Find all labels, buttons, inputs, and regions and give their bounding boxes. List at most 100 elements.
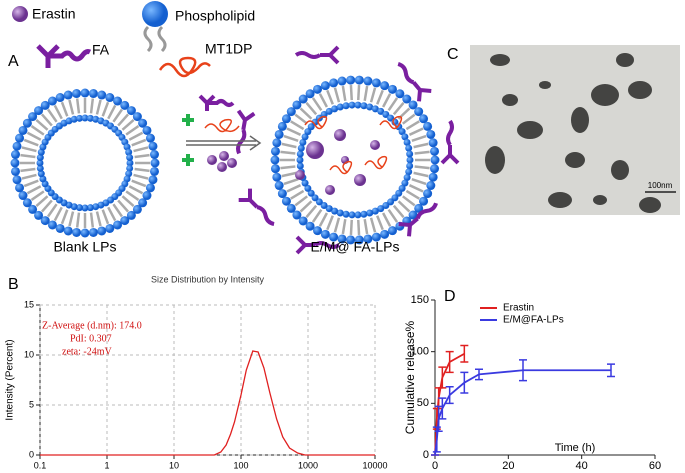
erastin	[306, 141, 324, 159]
lipid-head	[371, 207, 379, 215]
lipid-head	[336, 103, 344, 111]
x-tick-label: 0	[432, 460, 438, 472]
plus-sign	[182, 114, 194, 166]
lipid-tail	[357, 85, 361, 101]
lipid-tail	[30, 125, 45, 136]
lipid-tail	[134, 167, 150, 173]
lipid-tail	[35, 118, 49, 131]
lipid-head	[92, 203, 100, 211]
lipid-head	[296, 156, 304, 164]
lipid-head	[126, 106, 136, 116]
lipid-tail	[382, 93, 392, 108]
lipid-head	[36, 164, 44, 172]
y-axis-label: Intensity (Percent)	[5, 339, 16, 420]
y-tick-label: 50	[417, 397, 429, 409]
lipid-head	[419, 196, 429, 206]
lipid-head	[354, 211, 362, 219]
lipid-tail	[35, 195, 49, 208]
lipid-head	[305, 221, 315, 231]
lipid-tail	[125, 125, 140, 136]
lipid-head	[28, 204, 38, 214]
lipid-tail	[341, 85, 347, 101]
lipid-head	[403, 138, 411, 146]
lipid-head	[22, 118, 32, 128]
lipid-head	[34, 106, 44, 116]
lipid-tail	[40, 199, 53, 213]
lipid-tail	[26, 131, 42, 141]
mt1dp-icon	[204, 118, 240, 133]
lipid-head	[138, 118, 148, 128]
legend-text: Phospholipid	[175, 8, 255, 24]
lipid-head	[325, 205, 333, 213]
lipid-tail	[411, 177, 427, 186]
lipid-head	[337, 234, 347, 244]
lipid-tail	[411, 134, 427, 143]
lipid-head	[10, 158, 20, 168]
lipid-head	[72, 89, 82, 99]
lipid-head	[40, 216, 50, 226]
lipid-tail	[333, 217, 341, 233]
lipid-head	[113, 96, 123, 106]
lipid-head	[405, 168, 413, 176]
annotation: Z-Average (d.nm): 174.0	[42, 320, 142, 331]
lipid-head	[11, 150, 21, 160]
lipid-tail	[89, 212, 95, 228]
lipid-head	[346, 75, 356, 85]
lipid-head	[120, 100, 130, 110]
fa-ligand	[440, 119, 460, 165]
lipid-head	[336, 209, 344, 217]
error-bar	[445, 386, 454, 405]
y-tick-label: 5	[29, 399, 34, 409]
lipid-tail	[101, 209, 110, 225]
lipid-head	[142, 191, 152, 201]
lipid-head	[395, 123, 403, 131]
lipid-tail	[341, 219, 347, 235]
lipid-head	[398, 184, 406, 192]
lipid-head	[15, 133, 25, 143]
lipid-head	[380, 229, 390, 239]
lipid-tail	[369, 217, 377, 233]
fa-icon	[36, 44, 92, 68]
lipid-tail	[376, 215, 384, 231]
lipid-head	[305, 89, 315, 99]
lipid-head	[329, 78, 339, 88]
lipid-head	[426, 181, 436, 191]
lipid-tail	[305, 102, 318, 116]
lipid-head	[86, 114, 94, 122]
lipid-head	[97, 90, 107, 100]
lipid-head	[274, 129, 284, 139]
error-bar	[438, 366, 447, 389]
lipid-head	[342, 210, 350, 218]
lipid-tail	[21, 146, 37, 153]
lipid-tail	[95, 99, 102, 115]
erastin-icon	[12, 6, 28, 22]
fa-ligand	[294, 45, 340, 65]
lipid-tail	[121, 118, 135, 131]
lipid-tail	[290, 189, 305, 200]
mt1dp	[304, 115, 328, 130]
lipid-head	[97, 226, 107, 236]
lipid-tail	[405, 189, 420, 200]
lipid-tail	[60, 209, 69, 225]
lipid-head	[419, 114, 429, 124]
lipid-head	[366, 103, 374, 111]
lipid-head	[298, 94, 308, 104]
lipid-head	[281, 114, 291, 124]
lipid-tail	[101, 101, 110, 117]
lipid-head	[47, 220, 57, 230]
legend-text: Erastin	[503, 303, 534, 314]
lipid-head	[371, 78, 381, 88]
lipid-tail	[408, 127, 424, 136]
lipid-tail	[414, 165, 430, 170]
lipid-head	[299, 138, 307, 146]
lipid-head	[401, 179, 409, 187]
lipid-tail	[60, 101, 69, 117]
x-tick-label: 0.1	[34, 460, 47, 470]
caption: E/M@ FA-LPs	[311, 239, 400, 255]
lipid-head	[149, 166, 159, 176]
lipid-tail	[363, 85, 369, 101]
particle	[593, 195, 607, 205]
lipid-tail	[47, 108, 58, 123]
lipid-head	[354, 101, 362, 109]
